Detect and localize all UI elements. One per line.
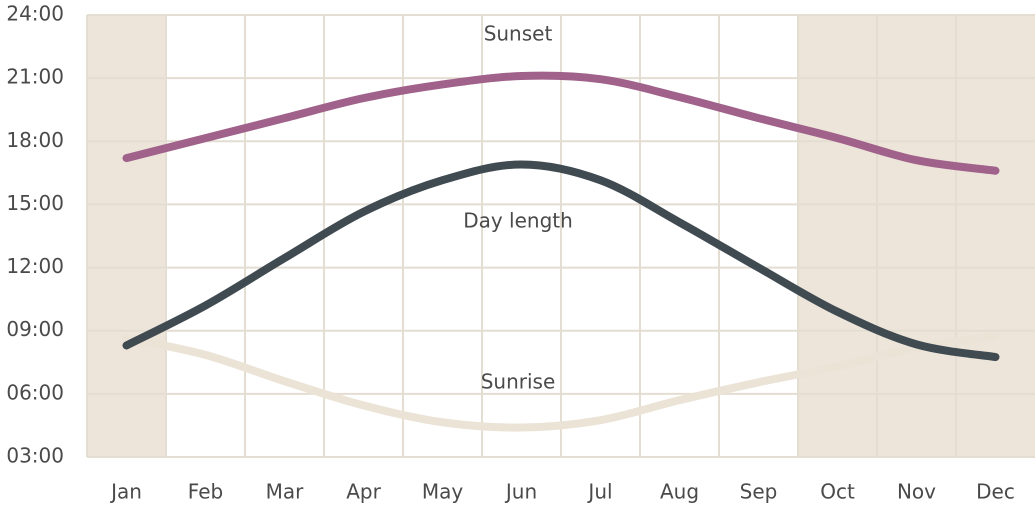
x-tick-label: Oct bbox=[820, 480, 855, 504]
shaded-band bbox=[877, 15, 956, 457]
shaded-band bbox=[956, 15, 1035, 457]
series-line bbox=[122, 71, 1000, 175]
y-tick-label: 12:00 bbox=[6, 254, 64, 278]
line-layer bbox=[122, 71, 1000, 432]
series-label: Sunset bbox=[484, 22, 553, 46]
x-tick-label: Jul bbox=[586, 480, 612, 504]
x-tick-label: Jan bbox=[109, 480, 142, 504]
x-tick-label: Nov bbox=[897, 480, 936, 504]
x-tick-label: Sep bbox=[740, 480, 778, 504]
y-tick-label: 03:00 bbox=[6, 444, 64, 468]
y-tick-label: 21:00 bbox=[6, 65, 64, 89]
series-line bbox=[122, 160, 1000, 362]
y-tick-label: 18:00 bbox=[6, 128, 64, 152]
x-tick-label: Mar bbox=[266, 480, 305, 504]
background-layer bbox=[87, 15, 1035, 457]
x-tick-label: Aug bbox=[660, 480, 699, 504]
y-tick-label: 24:00 bbox=[6, 2, 64, 26]
x-tick-label: May bbox=[422, 480, 464, 504]
x-tick-label: Dec bbox=[976, 480, 1015, 504]
label-layer: Sunset Day length Sunrise bbox=[463, 22, 573, 394]
y-tick-label: 09:00 bbox=[6, 317, 64, 341]
shaded-band bbox=[798, 15, 877, 457]
series-line bbox=[122, 331, 1000, 432]
series-label: Sunrise bbox=[481, 370, 556, 394]
series-label: Day length bbox=[463, 209, 573, 233]
y-tick-label: 15:00 bbox=[6, 191, 64, 215]
shaded-band bbox=[87, 15, 166, 457]
x-tick-label: Apr bbox=[346, 480, 381, 504]
x-tick-label: Feb bbox=[188, 480, 223, 504]
y-tick-label: 06:00 bbox=[6, 380, 64, 404]
x-tick-label: Jun bbox=[504, 480, 537, 504]
